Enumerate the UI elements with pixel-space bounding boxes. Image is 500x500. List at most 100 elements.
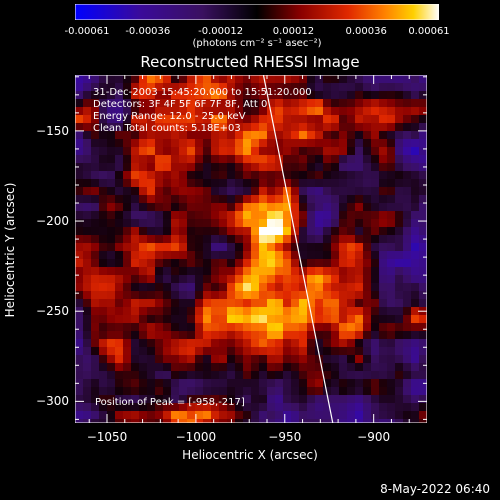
heatmap-cell (291, 187, 300, 196)
heatmap-cell (307, 155, 316, 164)
heatmap-cell (395, 115, 404, 124)
heatmap-cell (363, 275, 372, 284)
heatmap-cell (115, 171, 124, 180)
heatmap-cell (139, 75, 148, 84)
heatmap-cell (347, 251, 356, 260)
heatmap-cell (395, 347, 404, 356)
heatmap-cell (299, 371, 308, 380)
heatmap-cell (283, 91, 292, 100)
heatmap-cell (323, 171, 332, 180)
heatmap-cell (243, 235, 252, 244)
heatmap-cell (235, 267, 244, 276)
heatmap-cell (227, 179, 236, 188)
heatmap-cell (147, 235, 156, 244)
heatmap-cell (267, 395, 276, 404)
heatmap-cell (283, 371, 292, 380)
heatmap-cell (203, 211, 212, 220)
heatmap-cell (379, 203, 388, 212)
heatmap-cell (91, 323, 100, 332)
heatmap-cell (211, 187, 220, 196)
heatmap-cell (291, 259, 300, 268)
heatmap-cell (387, 387, 396, 396)
heatmap-cell (235, 91, 244, 100)
heatmap-cell (243, 419, 252, 423)
heatmap-cell (235, 75, 244, 84)
heatmap-cell (323, 403, 332, 412)
heatmap-cell (355, 179, 364, 188)
heatmap-cell (75, 363, 84, 372)
heatmap-cell (387, 131, 396, 140)
heatmap-cell (139, 179, 148, 188)
heatmap-cell (283, 403, 292, 412)
heatmap-cell (315, 83, 324, 92)
heatmap-cell (419, 219, 427, 228)
heatmap-cell (323, 387, 332, 396)
heatmap-cell (203, 139, 212, 148)
heatmap-cell (219, 331, 228, 340)
heatmap-cell (331, 259, 340, 268)
heatmap-cell (163, 251, 172, 260)
heatmap-cell (395, 219, 404, 228)
heatmap-cell (299, 251, 308, 260)
heatmap-cell (243, 275, 252, 284)
heatmap-cell (243, 155, 252, 164)
heatmap-cell (211, 163, 220, 172)
heatmap-cell (259, 155, 268, 164)
heatmap-cell (115, 331, 124, 340)
heatmap-cell (299, 283, 308, 292)
heatmap-cell (419, 83, 427, 92)
heatmap-cell (251, 91, 260, 100)
heatmap-cell (83, 267, 92, 276)
heatmap-cell (339, 387, 348, 396)
heatmap-cell (203, 99, 212, 108)
heatmap-cell (299, 395, 308, 404)
heatmap-cell (195, 131, 204, 140)
heatmap-cell (99, 267, 108, 276)
heatmap-cell (155, 387, 164, 396)
heatmap-cell (419, 323, 427, 332)
heatmap-cell (275, 219, 284, 228)
heatmap-cell (307, 83, 316, 92)
heatmap-cell (251, 75, 260, 84)
heatmap-cell (99, 235, 108, 244)
heatmap-cell (307, 307, 316, 316)
heatmap-cell (379, 315, 388, 324)
heatmap-cell (347, 243, 356, 252)
heatmap-cell (307, 355, 316, 364)
heatmap-cell (331, 315, 340, 324)
heatmap-cell (203, 395, 212, 404)
heatmap-cell (283, 227, 292, 236)
heatmap-cell (411, 379, 420, 388)
heatmap-cell (355, 219, 364, 228)
heatmap-cell (291, 307, 300, 316)
heatmap-cell (259, 251, 268, 260)
heatmap-cell (355, 259, 364, 268)
heatmap-cell (195, 291, 204, 300)
heatmap-cell (259, 139, 268, 148)
heatmap-cell (419, 363, 427, 372)
heatmap-cell (91, 275, 100, 284)
heatmap-cell (411, 307, 420, 316)
heatmap-cell (227, 227, 236, 236)
heatmap-cell (83, 139, 92, 148)
heatmap-cell (331, 403, 340, 412)
heatmap-cell (267, 379, 276, 388)
heatmap-cell (395, 147, 404, 156)
heatmap-cell (283, 195, 292, 204)
heatmap-cell (195, 387, 204, 396)
heatmap-cell (363, 259, 372, 268)
heatmap-cell (179, 251, 188, 260)
heatmap-cell (379, 419, 388, 423)
heatmap-cell (195, 107, 204, 116)
heatmap-cell (307, 283, 316, 292)
heatmap-cell (291, 235, 300, 244)
heatmap-cell (307, 99, 316, 108)
heatmap-cell (235, 299, 244, 308)
heatmap-cell (179, 275, 188, 284)
heatmap-cell (235, 275, 244, 284)
heatmap-cell (259, 195, 268, 204)
heatmap-cell (99, 171, 108, 180)
heatmap-cell (307, 163, 316, 172)
heatmap-cell (419, 387, 427, 396)
heatmap-cell (107, 131, 116, 140)
